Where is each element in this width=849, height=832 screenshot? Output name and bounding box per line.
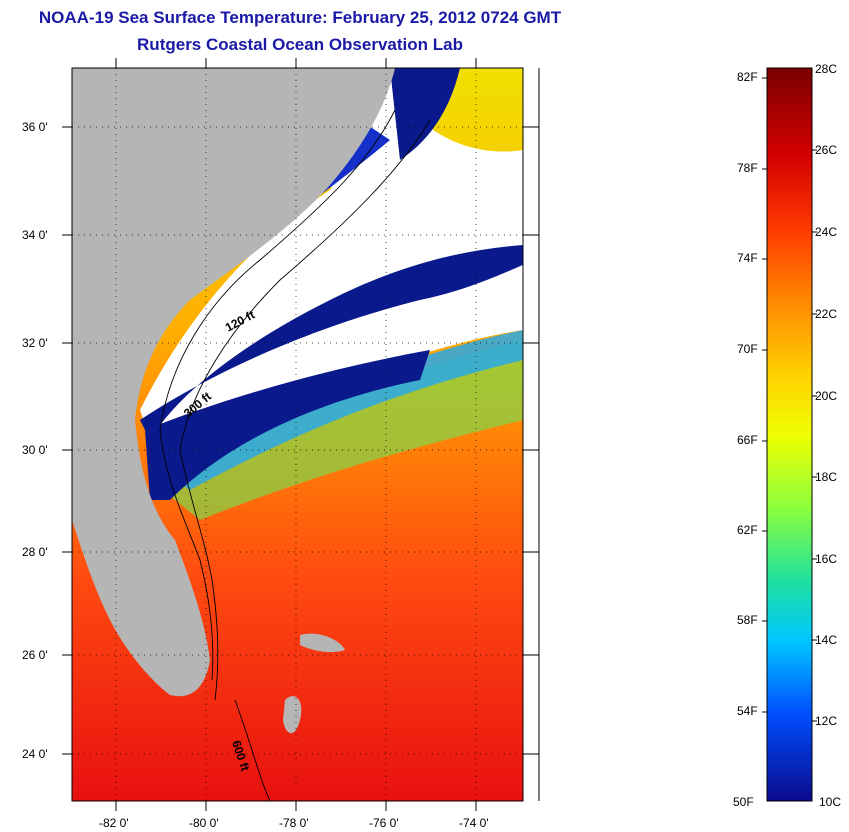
lon-label-80: -80 0' <box>189 816 219 830</box>
graticule <box>72 68 523 801</box>
colorbar-f-66: 66F <box>737 433 758 447</box>
contour-120ft <box>159 109 396 681</box>
colorbar-f-78: 78F <box>737 161 758 175</box>
contour-600ft <box>234 699 271 801</box>
lon-label-76: -76 0' <box>369 816 399 830</box>
colorbar-f-50: 50F <box>733 795 754 809</box>
colorbar <box>767 68 812 801</box>
lon-label-82: -82 0' <box>99 816 129 830</box>
map-frame <box>71 67 524 802</box>
lat-label-32: 32 0' <box>22 336 48 350</box>
colorbar-f-62: 62F <box>737 523 758 537</box>
lon-label-74: -74 0' <box>459 816 489 830</box>
colorbar-c-26: 26C <box>815 143 838 157</box>
colorbar-c-20: 20C <box>815 389 838 403</box>
cold-water-band <box>140 245 523 440</box>
map-subtitle: Rutgers Coastal Ocean Observation Lab <box>137 35 463 54</box>
cloud-cover <box>72 68 523 470</box>
contour-300ft <box>179 119 431 701</box>
land-bahamas-grand <box>300 633 345 653</box>
colorbar-ticks <box>762 77 817 722</box>
colorbar-f-74: 74F <box>737 251 758 265</box>
lat-label-30: 30 0' <box>22 443 48 457</box>
lat-label-26: 26 0' <box>22 648 48 662</box>
map-title: NOAA-19 Sea Surface Temperature: Februar… <box>38 8 562 27</box>
land-us-southeast <box>72 68 395 697</box>
colorbar-c-28: 28C <box>815 62 838 76</box>
cool-band <box>160 330 523 490</box>
colorbar-c-14: 14C <box>815 633 838 647</box>
lat-label-36: 36 0' <box>22 120 48 134</box>
lat-label-28: 28 0' <box>22 545 48 559</box>
lat-label-34: 34 0' <box>22 228 48 242</box>
colorbar-c-24: 24C <box>815 225 838 239</box>
lon-label-78: -78 0' <box>279 816 309 830</box>
colorbar-c-18: 18C <box>815 470 838 484</box>
colorbar-f-58: 58F <box>737 613 758 627</box>
land-bahamas-andros <box>283 696 302 734</box>
colorbar-f-70: 70F <box>737 342 758 356</box>
colorbar-frame <box>766 67 813 802</box>
colorbar-c-16: 16C <box>815 552 838 566</box>
axis-ticks <box>62 58 539 811</box>
cold-water-front <box>145 350 430 500</box>
colorbar-c-12: 12C <box>815 714 838 728</box>
northern-cold-water <box>390 68 460 160</box>
lat-label-24: 24 0' <box>22 747 48 761</box>
colorbar-f-54: 54F <box>737 704 758 718</box>
colorbar-f-82: 82F <box>737 70 758 84</box>
colorbar-c-10: 10C <box>819 795 842 809</box>
colorbar-c-22: 22C <box>815 307 838 321</box>
